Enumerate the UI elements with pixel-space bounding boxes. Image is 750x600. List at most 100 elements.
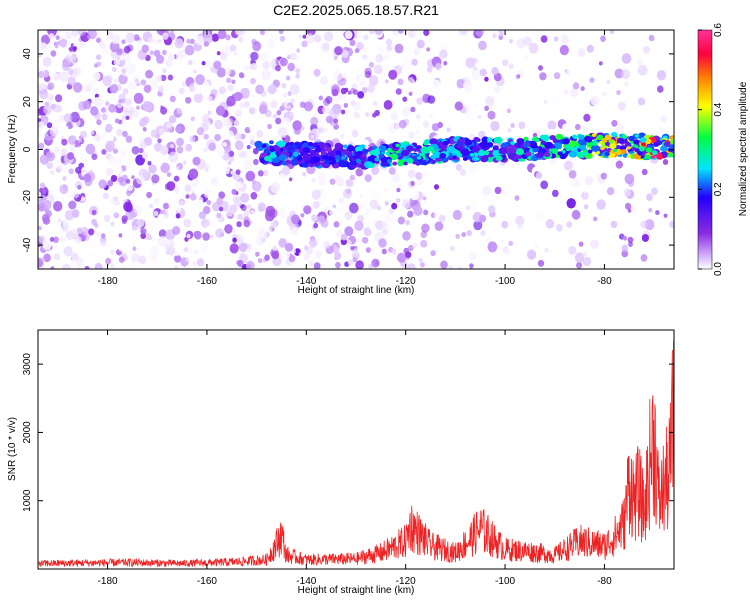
colorbar-ticks: 0.0 0.2 0.4 0.6 — [698, 23, 724, 276]
spectrogram-cell — [257, 258, 263, 264]
spectrogram-cell — [202, 232, 210, 241]
spectrogram-cell — [283, 117, 291, 126]
spectrogram-cell — [487, 110, 496, 120]
spectrogram-cell — [533, 132, 538, 138]
spectrogram-cell — [311, 214, 318, 222]
x-tick-label: -120 — [396, 576, 416, 587]
spectrogram-cell — [68, 200, 77, 210]
spectrogram-cell — [329, 207, 338, 218]
spectrogram-cell — [338, 197, 345, 204]
spectrogram-cell — [196, 127, 204, 136]
spectrogram-cell — [616, 124, 625, 134]
spectrogram-cell — [478, 40, 487, 51]
spectrogram-cell — [60, 148, 68, 157]
spectrogram-cell — [70, 252, 79, 261]
signal-cell — [510, 141, 515, 146]
spectrogram-cell — [278, 208, 286, 218]
spectrogram-cell — [641, 234, 650, 242]
signal-cell — [367, 156, 373, 161]
spectrogram-cell — [391, 172, 400, 183]
signal-cell — [619, 145, 627, 151]
spectrogram-cell — [185, 257, 189, 262]
spectrogram-cell — [347, 259, 354, 266]
signal-cell — [541, 134, 550, 142]
spectrogram-cell — [74, 235, 82, 244]
signal-cell — [620, 149, 627, 155]
spectrogram-cell — [344, 226, 354, 237]
spectrogram-cell — [225, 34, 231, 41]
spectrogram-cell — [537, 259, 545, 267]
spectrogram-cell — [344, 211, 353, 220]
spectrogram-cell — [160, 105, 164, 110]
spectrogram-cell — [251, 93, 255, 98]
spectrogram-cell — [214, 134, 221, 142]
signal-cell — [624, 142, 632, 148]
spectrogram-cell — [99, 41, 106, 49]
spectrogram-cell — [378, 46, 384, 53]
signal-cell — [482, 136, 489, 142]
spectrogram-cell — [285, 75, 291, 81]
spectrogram-cell — [227, 84, 234, 92]
spectrogram-cell — [110, 195, 120, 206]
signal-cell — [362, 148, 367, 153]
spectrogram-cell — [172, 226, 181, 235]
spectrogram-cell — [290, 227, 299, 236]
spectrogram-cell — [156, 54, 165, 64]
spectrogram-cell — [563, 160, 573, 171]
bottom-x-axis-label: Height of straight line (km) — [298, 585, 415, 596]
signal-cell — [498, 147, 508, 155]
spectrogram-cell — [40, 42, 48, 50]
spectrogram-cell — [386, 44, 393, 52]
spectrogram-cell — [571, 209, 581, 220]
spectrogram-cell — [188, 168, 199, 180]
spectrogram-cell — [136, 218, 145, 228]
spectrogram-cell — [596, 199, 606, 210]
spectrogram-cell — [359, 203, 365, 210]
spectrogram-cell — [110, 249, 115, 255]
spectrogram-cell — [315, 53, 326, 65]
spectrogram-cell — [41, 34, 51, 45]
signal-cell — [535, 138, 540, 142]
signal-cell — [492, 150, 499, 156]
spectrogram-cell — [231, 79, 236, 85]
signal-cell — [338, 161, 347, 168]
spectrogram-cell — [394, 43, 404, 54]
spectrogram-cell — [396, 252, 407, 263]
spectrogram-cell — [407, 169, 416, 179]
spectrogram-cell — [216, 197, 223, 205]
spectrogram-cell — [624, 81, 629, 87]
signal-cell — [327, 150, 334, 156]
spectrogram-cell — [148, 203, 154, 209]
signal-cell — [525, 151, 532, 157]
signal-cell — [584, 135, 592, 142]
spectrogram-cell — [484, 76, 489, 82]
spectrogram-cell — [122, 88, 129, 95]
spectrogram-cell — [280, 57, 288, 67]
spectrogram-cell — [116, 128, 124, 137]
spectrogram-cell — [208, 142, 216, 151]
spectrogram-cell — [395, 212, 400, 217]
colorbar-label: Normalized spectral amplitude — [738, 81, 749, 216]
spectrogram-cell — [125, 178, 131, 184]
signal-cell — [346, 145, 355, 152]
spectrogram-cell — [329, 107, 339, 119]
signal-cell — [292, 151, 299, 157]
snr-series-line — [38, 340, 674, 568]
signal-cell — [315, 145, 321, 149]
spectrogram-cell — [67, 76, 76, 86]
spectrogram-cell — [438, 214, 446, 223]
spectrogram-cell — [368, 75, 379, 87]
spectrogram-cell — [240, 192, 250, 203]
spectrogram-cell — [105, 101, 110, 106]
spectrogram-cell — [243, 64, 251, 72]
spectrogram-cell — [310, 116, 319, 126]
spectrogram-cell — [188, 60, 193, 66]
spectrogram-cell — [257, 202, 266, 212]
spectrogram-cell — [325, 115, 333, 124]
spectrogram-cell — [39, 182, 46, 189]
spectrogram-cell — [426, 47, 431, 52]
spectrogram-cell — [103, 214, 111, 222]
spectrogram-cell — [167, 53, 175, 62]
spectrogram-cell — [494, 186, 502, 195]
spectrogram-cell — [168, 238, 174, 246]
